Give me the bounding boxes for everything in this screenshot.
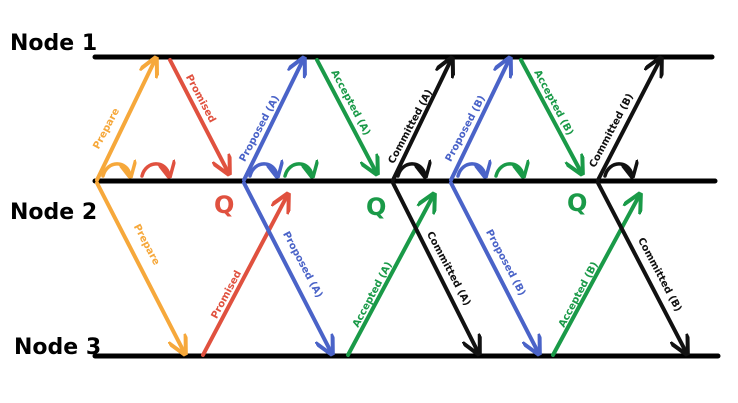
self-loop-arrow-s4 — [283, 164, 312, 176]
message-arrow-m14 — [551, 196, 639, 357]
message-label-m14: Accepted (B) — [557, 260, 601, 329]
self-loop-arrow-s1 — [101, 164, 130, 176]
message-arrow-m4 — [201, 196, 287, 357]
message-arrow-m3 — [95, 181, 184, 352]
message-label-m8: Accepted (A) — [351, 260, 395, 329]
message-arrow-m1 — [95, 60, 155, 182]
message-arrow-m2 — [168, 58, 228, 172]
message-arrow-m9 — [391, 60, 451, 182]
message-label-m5: Proposed (A) — [238, 94, 282, 164]
quorum-marker-q2: Q — [366, 193, 386, 221]
message-arrow-m5 — [242, 60, 303, 182]
message-arrow-m15 — [596, 60, 660, 182]
self-loop-arrow-s6 — [456, 164, 485, 176]
message-arrow-m16 — [596, 181, 686, 352]
self-loop-arrow-s7 — [494, 164, 523, 176]
message-label-m12: Accepted (B) — [531, 68, 575, 137]
message-arrow-m6 — [315, 58, 376, 172]
quorum-marker-q3: Q — [567, 189, 587, 217]
self-loop-arrow-s3 — [248, 164, 277, 176]
quorum-marker-q1: Q — [214, 191, 234, 219]
message-arrow-m7 — [242, 181, 331, 352]
message-arrow-m8 — [346, 196, 433, 357]
node2-label: Node 2 — [10, 200, 97, 225]
message-label-m9: Committed (A) — [387, 88, 435, 166]
message-label-m15: Committed (B) — [588, 92, 636, 170]
message-arrow-m11 — [449, 60, 509, 182]
message-arrow-m13 — [449, 181, 538, 352]
message-arrow-m10 — [391, 181, 478, 352]
self-loop-arrow-s8 — [603, 164, 632, 176]
node1-label: Node 1 — [10, 31, 97, 56]
node3-label: Node 3 — [14, 335, 101, 360]
message-arrow-m12 — [519, 58, 581, 172]
self-loop-arrow-s5 — [396, 164, 425, 176]
self-loop-arrow-s2 — [140, 164, 169, 176]
message-label-m1: Prepare — [91, 106, 122, 151]
